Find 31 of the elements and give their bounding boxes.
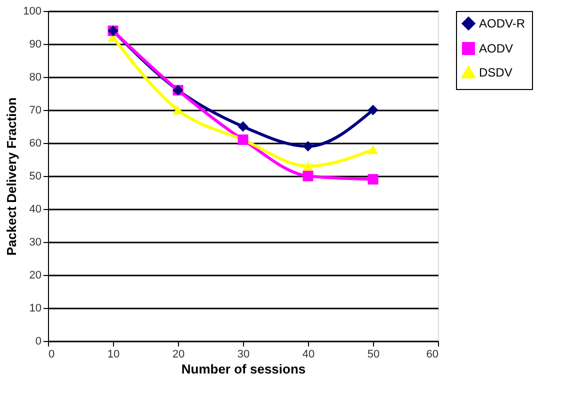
point xyxy=(368,174,378,185)
point xyxy=(368,145,378,154)
y-tick-label: 100 xyxy=(23,6,42,18)
y-tick-label: 40 xyxy=(29,204,42,216)
y-tick-label: 90 xyxy=(29,38,42,50)
y-axis-title: Packect Delivery Fraction xyxy=(4,97,20,256)
x-tick-label: 50 xyxy=(367,348,380,360)
point xyxy=(238,121,248,132)
x-tick-label: 10 xyxy=(107,348,120,360)
legend-label: DSDV xyxy=(479,66,512,80)
x-axis-title: Number of sessions xyxy=(181,362,306,376)
y-tick-label: 30 xyxy=(29,236,42,248)
y-tick-label: 10 xyxy=(29,302,42,314)
y-tick-label: 20 xyxy=(29,270,42,282)
point xyxy=(302,162,314,171)
y-tick-label: 0 xyxy=(35,336,42,348)
x-tick-label: 20 xyxy=(172,348,185,360)
point xyxy=(172,105,184,115)
point xyxy=(302,141,314,152)
point xyxy=(302,170,314,182)
x-tick-label: 60 xyxy=(426,348,438,360)
y-tick-label: 50 xyxy=(29,170,42,182)
x-tick-label: 40 xyxy=(302,348,315,360)
x-tick-label: 30 xyxy=(237,348,250,360)
legend-label: AODV xyxy=(479,42,514,56)
legend-label: AODV-R xyxy=(479,16,526,30)
x-tick-label: 0 xyxy=(48,348,55,360)
y-tick-label: 70 xyxy=(29,104,42,116)
y-tick-label: 80 xyxy=(29,72,42,84)
point xyxy=(368,104,378,116)
y-tick-label: 60 xyxy=(29,138,42,150)
